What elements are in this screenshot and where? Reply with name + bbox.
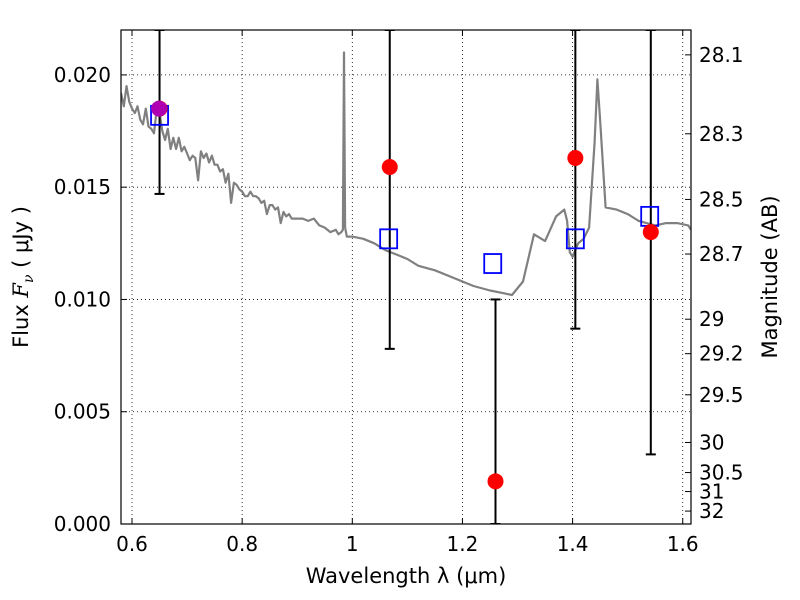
observed-flux-point <box>381 158 398 175</box>
right-tick-label: 30.5 <box>699 461 744 485</box>
y-tick-label: 0.010 <box>54 287 111 311</box>
plot-series <box>121 30 691 524</box>
x-tick-label: 1.6 <box>667 532 699 556</box>
model-photometry-square <box>565 228 585 250</box>
y-tick-label: 0.020 <box>54 63 111 87</box>
right-axis-label: Magnitude (AB) <box>758 195 782 358</box>
y-tick-label: 0.015 <box>54 175 111 199</box>
y-axis-label: Flux Fν ( μJy ) <box>9 206 37 348</box>
x-tick-label: 1.2 <box>447 532 479 556</box>
right-tick-label: 28.3 <box>699 122 744 146</box>
right-tick-label: 31 <box>699 480 724 504</box>
right-tick-label: 30 <box>699 430 724 454</box>
x-tick-label: 0.8 <box>226 532 258 556</box>
x-tick-label: 1.4 <box>557 532 589 556</box>
x-axis: 0.6 0.8 1 1.2 1.4 1.6 <box>116 30 699 556</box>
observed-flux-point <box>642 224 659 241</box>
y-axis-label-unit: ( μJy ) <box>9 206 33 274</box>
observed-flux-point <box>487 473 504 490</box>
right-tick-label: 32 <box>699 499 724 523</box>
right-tick-label: 29.2 <box>699 342 744 366</box>
right-tick-label: 29.5 <box>699 383 744 407</box>
y-axis-label-subscript: ν <box>21 274 37 283</box>
x-tick-label: 0.6 <box>116 532 148 556</box>
y-axis: 0.000 0.005 0.010 0.015 0.020 <box>54 63 127 536</box>
x-axis-label: Wavelength λ (μm) <box>306 564 507 588</box>
plot-frame <box>120 29 692 525</box>
right-tick-label: 28.1 <box>699 43 744 67</box>
y-axis-label-symbol: F <box>9 282 33 299</box>
right-tick-label: 28.7 <box>699 242 744 266</box>
observed-flux-point <box>567 149 584 166</box>
spectrum-line <box>121 51 691 297</box>
y-tick-label: 0.005 <box>54 400 111 424</box>
highlighted-point <box>151 100 167 117</box>
model-photometry-square <box>379 228 399 250</box>
right-tick-label: 28.5 <box>699 187 744 211</box>
right-tick-label: 29 <box>699 307 724 331</box>
y-axis-label-prefix: Flux <box>9 298 33 348</box>
plot-area <box>121 30 691 524</box>
y-tick-label: 0.000 <box>54 512 111 536</box>
model-photometry-square <box>483 253 503 274</box>
x-tick-label: 1 <box>346 532 359 556</box>
